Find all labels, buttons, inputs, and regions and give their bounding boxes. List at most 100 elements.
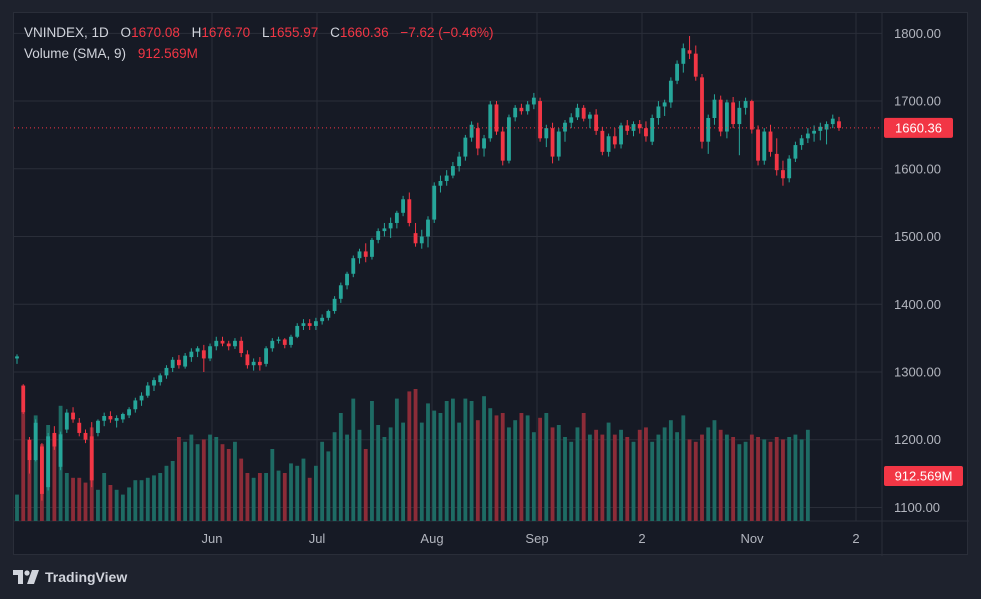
- candle: [301, 319, 306, 330]
- volume-bar: [295, 465, 300, 521]
- volume-bar: [71, 477, 75, 521]
- candle: [662, 99, 667, 116]
- open-label: O: [120, 25, 132, 40]
- candle-body: [444, 175, 449, 181]
- candle-body: [662, 102, 667, 107]
- candle: [438, 175, 443, 193]
- candle: [550, 122, 555, 164]
- candle-body: [176, 359, 181, 366]
- candle-body: [469, 124, 474, 138]
- candle-body: [133, 400, 138, 410]
- candle: [444, 170, 449, 186]
- candle-body: [351, 258, 356, 274]
- brand-name: TradingView: [45, 569, 128, 585]
- volume-bar: [326, 451, 331, 521]
- candle-body: [382, 228, 387, 232]
- symbol-interval[interactable]: VNINDEX, 1D: [24, 25, 109, 40]
- candle-body: [712, 99, 717, 118]
- low-value: 1655.97: [269, 25, 319, 40]
- candle: [494, 101, 499, 135]
- volume-bar: [469, 401, 474, 521]
- volume-bars: [15, 389, 810, 521]
- volume-bar: [264, 473, 269, 521]
- candle: [401, 195, 406, 217]
- candle-body: [239, 340, 244, 354]
- candle: [706, 114, 711, 154]
- volume-bar: [687, 439, 692, 521]
- candle: [463, 134, 468, 161]
- time-axis[interactable]: orJunJulAugSep2Nov2: [14, 531, 860, 546]
- candlestick-chart[interactable]: 1100.00 1200.00 1300.00 1400.00 1500.00 1600.…: [14, 13, 969, 556]
- volume-bar: [195, 444, 200, 521]
- volume-bar: [170, 461, 175, 521]
- volume-bar: [513, 420, 518, 521]
- price-axis[interactable]: 1100.00 1200.00 1300.00 1400.00 1500.00 1600.…: [894, 26, 941, 515]
- candle: [27, 437, 32, 474]
- candle: [276, 336, 281, 344]
- candle: [631, 121, 636, 137]
- candle-body: [363, 251, 368, 257]
- candle-body: [313, 321, 318, 326]
- candle-body: [525, 104, 530, 112]
- candle-body: [114, 418, 119, 421]
- volume-bar: [245, 473, 250, 521]
- candle: [544, 124, 549, 148]
- volume-bar: [631, 441, 636, 521]
- candle: [805, 128, 810, 144]
- candle: [656, 101, 661, 125]
- candle: [39, 443, 44, 501]
- volume-bar: [301, 458, 306, 521]
- volume-bar: [693, 441, 698, 521]
- price-tick-label: 1300.00: [894, 364, 941, 379]
- candle-body: [619, 125, 623, 145]
- candle: [650, 114, 655, 146]
- volume-bar: [351, 398, 356, 521]
- candle: [687, 36, 692, 60]
- volume-bar: [556, 425, 561, 521]
- volume-bar: [407, 391, 412, 521]
- candle: [525, 101, 530, 115]
- volume-bar: [139, 480, 144, 521]
- volume-bar: [706, 427, 711, 521]
- time-tick-label: Jul: [309, 531, 326, 546]
- volume-bar: [475, 420, 480, 521]
- volume-bar: [289, 463, 293, 521]
- candle: [345, 271, 349, 290]
- candle: [426, 216, 430, 248]
- candle: [519, 103, 524, 115]
- candle-body: [270, 340, 275, 349]
- candle: [600, 126, 605, 156]
- candle-body: [737, 107, 742, 125]
- volume-bar: [488, 408, 493, 521]
- candle: [58, 431, 63, 471]
- candle: [407, 192, 412, 227]
- volume-bar: [183, 441, 188, 521]
- candle-body: [145, 385, 150, 396]
- high-value: 1676.70: [201, 25, 251, 40]
- chart-panel[interactable]: 1100.00 1200.00 1300.00 1400.00 1500.00 1600.…: [13, 12, 969, 556]
- candle: [419, 229, 424, 249]
- candle: [774, 138, 779, 176]
- candle: [818, 122, 823, 141]
- candle: [743, 97, 748, 115]
- candle: [239, 336, 244, 358]
- candle-body: [488, 104, 493, 139]
- volume-bar: [370, 401, 374, 521]
- volume-bar: [531, 432, 536, 521]
- volume-bar: [208, 434, 212, 521]
- candle: [363, 243, 368, 263]
- volume-label[interactable]: Volume (SMA, 9): [24, 46, 127, 61]
- volume-bar: [15, 494, 19, 521]
- volume-bar: [625, 437, 630, 521]
- volume-bar: [656, 434, 661, 521]
- candle: [15, 354, 19, 364]
- volume-bar: [749, 434, 754, 521]
- open-value: 1670.08: [131, 25, 180, 40]
- tradingview-logo[interactable]: TradingView: [13, 569, 127, 585]
- candle-body: [644, 128, 648, 137]
- volume-bar: [164, 465, 169, 521]
- volume-bar: [251, 477, 256, 521]
- candle-body: [581, 107, 586, 119]
- candle-body: [64, 412, 69, 430]
- volume-bar: [544, 413, 549, 521]
